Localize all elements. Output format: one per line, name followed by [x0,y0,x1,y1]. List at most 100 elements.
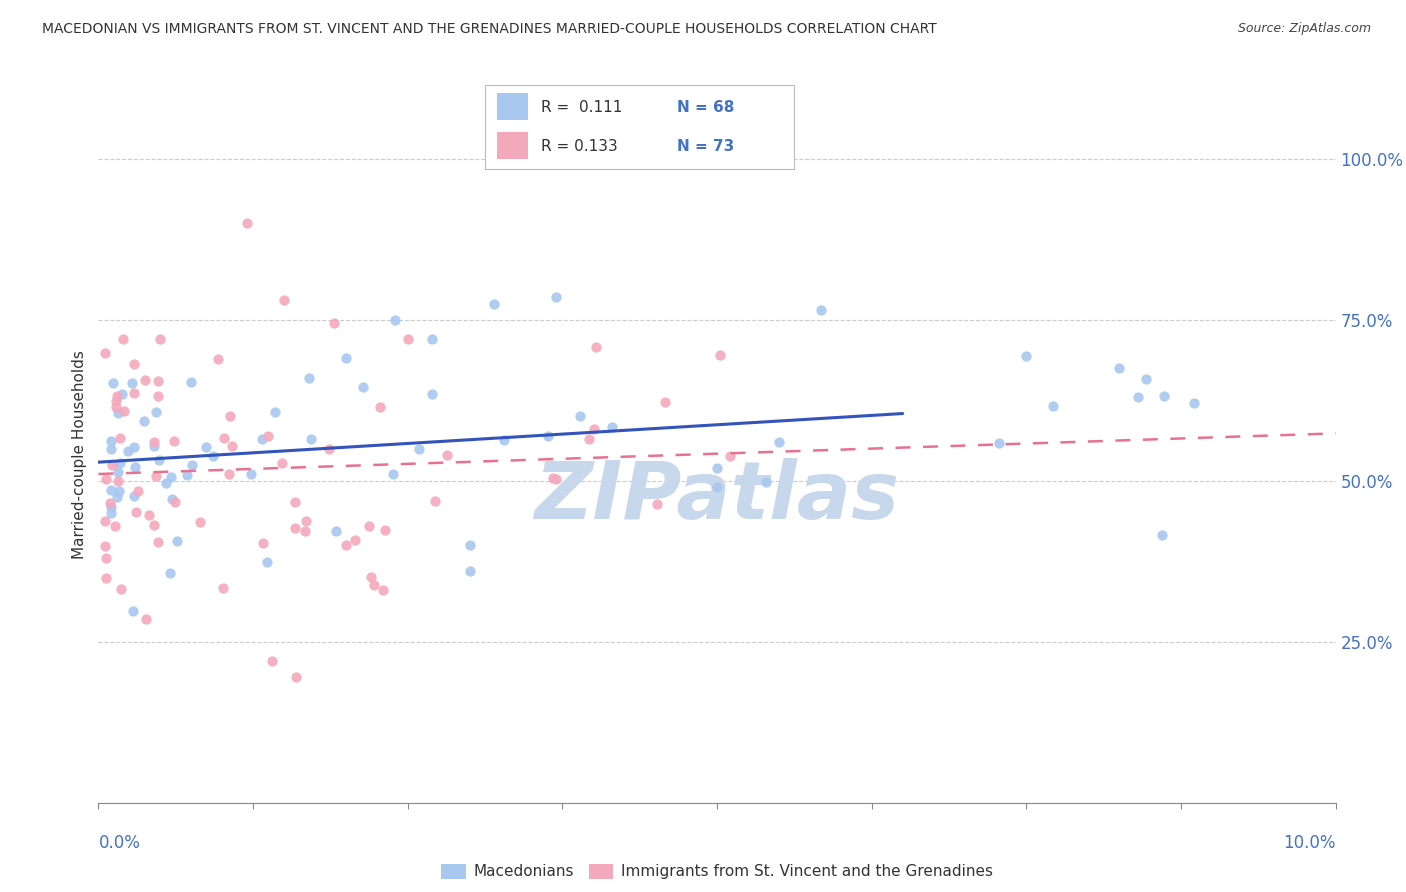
Point [1153,388,1175,402]
Point [299,432,322,446]
Point [706,460,728,475]
Point [100,506,122,520]
FancyBboxPatch shape [498,94,529,120]
Point [176,467,198,482]
Text: R = 0.133: R = 0.133 [541,138,617,153]
Point [105,389,128,403]
Point [98,496,121,510]
Point [257,428,280,442]
Point [359,518,381,533]
FancyBboxPatch shape [498,132,529,160]
Point [482,297,505,311]
Point [145,405,167,419]
Point [541,471,564,485]
Point [180,375,202,389]
Point [425,493,447,508]
Point [318,442,340,456]
Point [201,449,224,463]
Point [148,453,170,467]
Text: N = 73: N = 73 [676,138,734,153]
Point [112,404,135,418]
Point [236,216,259,230]
Point [578,432,600,446]
Point [121,376,143,390]
Point [1152,528,1174,542]
Point [142,518,165,533]
Point [105,490,128,504]
Point [600,419,623,434]
Point [163,434,186,448]
Point [155,475,177,490]
Point [219,409,242,423]
Text: ZIPatlas: ZIPatlas [534,458,900,536]
Point [260,654,283,668]
Point [111,386,134,401]
Point [101,458,124,473]
Point [159,566,181,581]
Point [107,484,129,499]
Point [270,456,292,470]
Point [458,564,481,578]
Point [160,470,183,484]
Point [145,469,167,483]
Point [103,376,125,390]
Point [166,534,188,549]
Point [718,449,741,463]
Point [284,521,307,535]
Point [142,435,165,450]
Text: R =  0.111: R = 0.111 [541,100,621,115]
Point [110,582,132,597]
Point [122,386,145,401]
Point [371,583,394,598]
Point [709,348,731,362]
Point [252,536,274,550]
Point [422,332,444,346]
Point [544,472,567,486]
Text: 0.0%: 0.0% [98,834,141,852]
Text: MACEDONIAN VS IMMIGRANTS FROM ST. VINCENT AND THE GRENADINES MARRIED-COUPLE HOUS: MACEDONIAN VS IMMIGRANTS FROM ST. VINCEN… [42,22,936,37]
Point [148,535,170,549]
Point [107,475,129,489]
Point [93,514,115,528]
Point [546,290,568,304]
Point [1126,390,1149,404]
Point [284,495,307,509]
Point [132,414,155,428]
Point [384,312,406,326]
Y-axis label: Married-couple Households: Married-couple Households [72,351,87,559]
Point [108,431,131,445]
Point [408,442,430,456]
Point [125,505,148,519]
Point [343,533,366,547]
Point [585,340,607,354]
Point [568,409,591,423]
Point [988,436,1011,450]
Point [322,316,344,330]
Point [94,550,117,565]
Point [138,508,160,522]
Point [294,524,316,538]
Point [492,433,515,447]
Point [436,448,458,462]
Point [285,670,308,684]
Point [239,467,262,482]
Point [1042,399,1064,413]
Point [105,394,128,409]
Point [117,444,139,458]
Point [583,422,606,436]
Point [105,401,128,415]
Point [104,518,127,533]
Point [755,475,778,489]
Point [368,400,391,414]
Point [250,432,273,446]
Point [264,404,287,418]
Point [768,435,790,450]
Point [1135,371,1157,385]
Point [146,389,169,403]
Point [135,612,157,626]
Point [100,442,122,457]
Point [165,495,187,509]
Point [207,351,229,366]
Point [335,538,357,552]
Point [218,467,240,481]
